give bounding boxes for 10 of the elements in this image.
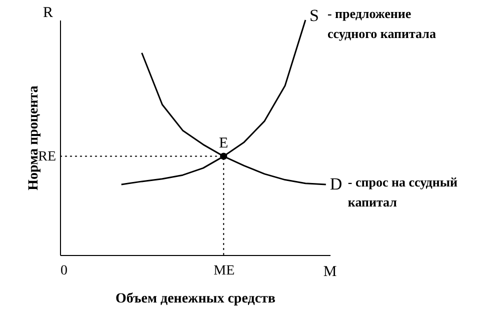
x-axis-title: Объем денежных средств: [116, 292, 276, 306]
annotation: - предложение ссудного капитала: [327, 6, 436, 41]
series-label: D: [330, 174, 342, 194]
annotation: E: [219, 135, 228, 152]
text: - спрос на ссудный капитал: [348, 174, 458, 210]
x-tick-label: 0: [60, 264, 68, 278]
x-tick-label: ME: [214, 264, 235, 278]
series-label: S: [309, 6, 319, 25]
text: M: [323, 264, 337, 280]
text: R: [42, 5, 54, 21]
